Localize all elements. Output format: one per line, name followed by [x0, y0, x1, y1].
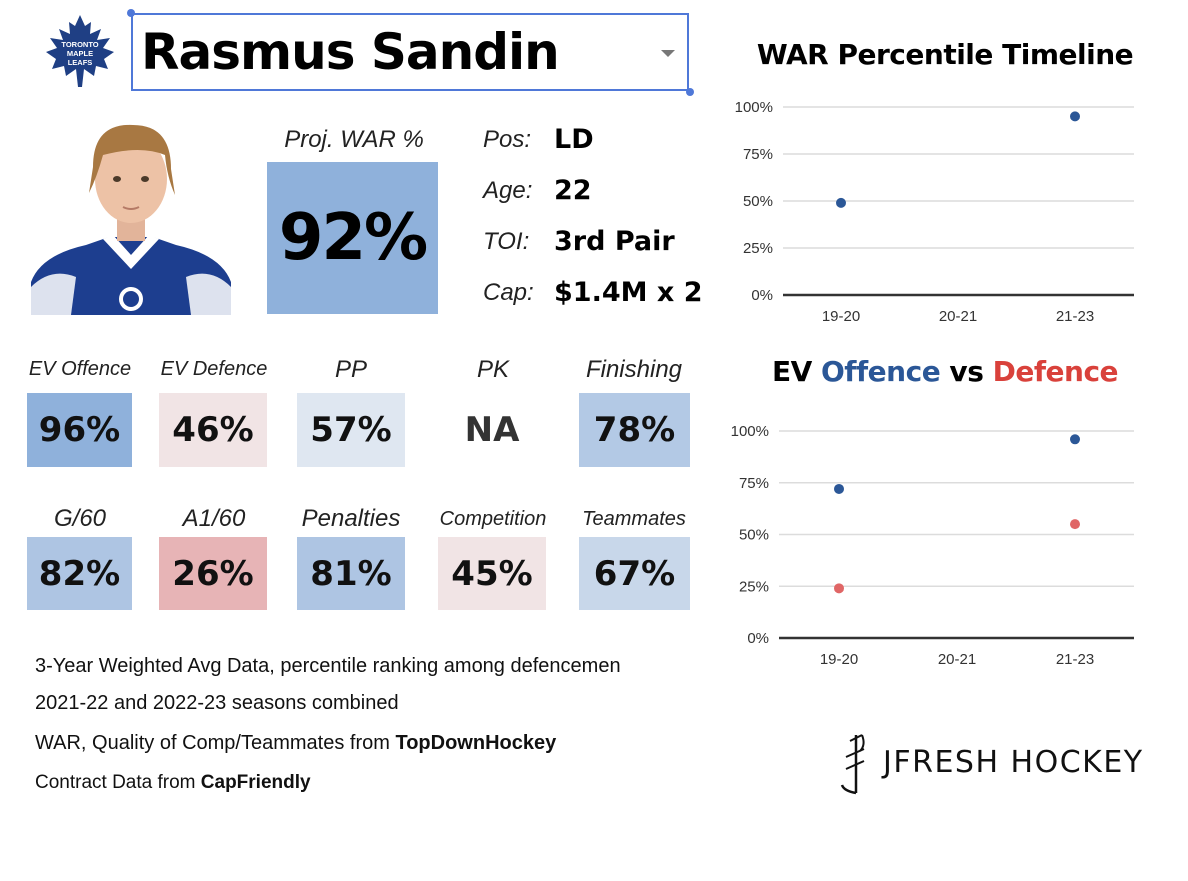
stat-box-penalties: 81%	[297, 537, 405, 610]
resize-handle-top-left[interactable]	[127, 9, 135, 17]
proj-war-label: Proj. WAR %	[284, 126, 424, 153]
chart-1-title: WAR Percentile Timeline	[756, 38, 1134, 71]
stat-box-ev-offence: 96%	[27, 393, 132, 467]
chevron-down-icon[interactable]	[661, 50, 675, 57]
info-value-cap: $1.4M x 2	[554, 277, 703, 308]
resize-handle-bottom-right[interactable]	[686, 88, 694, 96]
maple-leaf-icon	[46, 15, 114, 87]
logo-line-1: TORONTO	[61, 40, 98, 49]
chart-1-xtick-label: 20-21	[939, 308, 977, 325]
stat-label-finishing: Finishing	[585, 356, 683, 383]
info-label-pos: Pos:	[483, 126, 532, 153]
note-line-4: Contract Data from CapFriendly	[35, 772, 311, 794]
brand-logo: JFRESH HOCKEY	[836, 733, 1156, 795]
stat-box-g60: 82%	[27, 537, 132, 610]
stat-label-competition: Competition	[439, 508, 547, 530]
logo-line-3: LEAFS	[68, 58, 93, 67]
proj-war-value: 92%	[267, 162, 438, 314]
chart-2-xtick-label: 20-21	[938, 651, 976, 668]
stat-label-ev-defence: EV Defence	[160, 358, 268, 380]
info-label-age: Age:	[483, 177, 533, 204]
info-label-cap: Cap:	[483, 279, 534, 306]
chart-1: 0% 25% 50% 75% 100% 19-20 20-21 21-23	[735, 99, 1134, 325]
chart-1-ytick-label: 75%	[743, 146, 773, 163]
stat-box-a160: 26%	[159, 537, 267, 610]
stat-box-competition: 45%	[438, 537, 546, 610]
stat-box-pk: NA	[438, 393, 546, 467]
chart-1-ytick-label: 0%	[751, 287, 773, 304]
chart-2-series-1-point	[1070, 434, 1080, 445]
brand-text: JFRESH HOCKEY	[883, 745, 1144, 780]
note-line-4-source: CapFriendly	[200, 772, 311, 793]
note-line-1: 3-Year Weighted Avg Data, percentile ran…	[35, 655, 621, 677]
chart-2-title-part-4: Defence	[992, 355, 1119, 388]
stat-box-ev-defence: 46%	[159, 393, 267, 467]
chart-2: 0% 25% 50% 75% 100% 19-20 20-21 21-23	[731, 423, 1134, 668]
stat-box-teammates: 67%	[579, 537, 690, 610]
chart-2-xtick-label: 21-23	[1056, 651, 1094, 668]
chart-2-series-2-point	[834, 583, 844, 594]
chart-1-ytick-label: 50%	[743, 193, 773, 210]
note-line-3: WAR, Quality of Comp/Teammates from TopD…	[35, 732, 556, 755]
info-label-toi: TOI:	[483, 228, 530, 255]
note-line-2: 2021-22 and 2022-23 seasons combined	[35, 692, 399, 714]
note-line-3-text: WAR, Quality of Comp/Teammates from	[35, 732, 396, 754]
logo-line-2: MAPLE	[67, 49, 93, 58]
chart-2-ytick-label: 50%	[739, 527, 769, 544]
player-photo	[31, 117, 231, 315]
stat-box-pp: 57%	[297, 393, 405, 467]
chart-2-series-1-point	[834, 483, 844, 494]
chart-1-xtick-label: 19-20	[822, 308, 860, 325]
info-value-age: 22	[554, 175, 592, 206]
stat-label-g60: G/60	[53, 505, 107, 532]
chart-2-series-2-point	[1070, 519, 1080, 530]
info-value-toi: 3rd Pair	[554, 226, 675, 257]
stat-label-ev-offence: EV Offence	[28, 358, 132, 380]
chart-2-ytick-label: 0%	[747, 630, 769, 647]
chart-2-xtick-label: 19-20	[820, 651, 858, 668]
player-select[interactable]: Rasmus Sandin	[131, 13, 689, 91]
chart-2-title: EV Offence vs Defence	[740, 355, 1150, 388]
chart-1-series-1-point	[836, 197, 846, 208]
info-value-pos: LD	[554, 124, 594, 155]
chart-2-ytick-label: 25%	[739, 578, 769, 595]
stat-label-a160: A1/60	[182, 505, 246, 532]
stat-label-teammates: Teammates	[582, 508, 686, 530]
stat-label-penalties: Penalties	[301, 505, 401, 532]
note-line-4-text: Contract Data from	[35, 772, 201, 793]
brand-mark-icon	[840, 734, 865, 795]
chart-2-title-part-3: vs	[940, 355, 993, 388]
chart-2-title-part-1: EV	[771, 355, 821, 388]
chart-2-title-part-2: Offence	[821, 355, 941, 388]
chart-2-ytick-label: 100%	[731, 423, 769, 440]
stat-label-pk: PK	[476, 356, 509, 383]
team-logo: TORONTO MAPLE LEAFS	[46, 15, 114, 87]
note-line-3-source: TopDownHockey	[395, 732, 557, 754]
stat-box-finishing: 78%	[579, 393, 690, 467]
chart-1-ytick-label: 100%	[735, 99, 773, 116]
player-name: Rasmus Sandin	[141, 23, 560, 81]
chart-2-ytick-label: 75%	[739, 475, 769, 492]
chart-1-ytick-label: 25%	[743, 240, 773, 257]
stat-label-pp: PP	[334, 356, 367, 383]
chart-1-series-1-point	[1070, 111, 1080, 122]
chart-1-xtick-label: 21-23	[1056, 308, 1094, 325]
